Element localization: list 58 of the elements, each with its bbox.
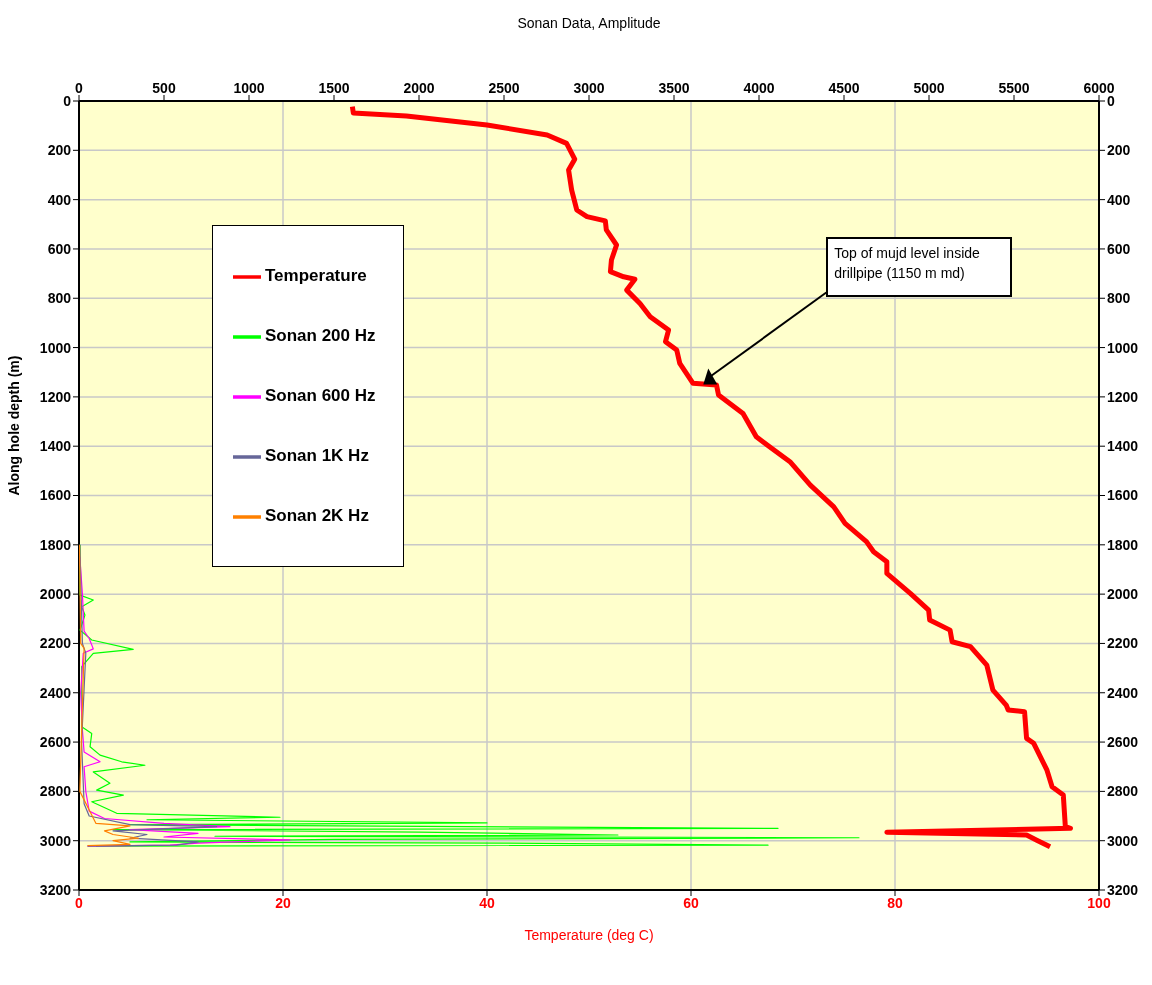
y2-tick-label: 600 <box>1107 240 1131 257</box>
y2-tick-label: 1800 <box>1107 536 1139 553</box>
y-tick-label: 2800 <box>39 783 72 800</box>
x2-tick-label: 1500 <box>318 80 350 96</box>
x2-tick-label: 3000 <box>573 80 605 96</box>
x2-tick-label: 4500 <box>828 80 860 96</box>
x2-tick-label: 5000 <box>913 80 945 96</box>
y2-tick-label: 1400 <box>1107 438 1139 455</box>
legend-label: Sonan 600 Hz <box>265 386 376 405</box>
y-tick-label: 1400 <box>39 438 72 455</box>
y-tick-label: 2000 <box>39 586 72 603</box>
y-tick-label: 1800 <box>39 536 72 553</box>
y2-tick-label: 200 <box>1107 142 1131 159</box>
x2-tick-label: 5500 <box>998 80 1030 96</box>
y2-tick-label: 2200 <box>1107 635 1139 652</box>
y-tick-label: 3000 <box>39 832 72 849</box>
y-tick-label: 600 <box>47 240 72 257</box>
y-tick-label: 1000 <box>39 339 72 356</box>
x-tick-label: 20 <box>275 894 291 911</box>
y2-tick-label: 2400 <box>1107 684 1139 701</box>
x2-tick-label: 500 <box>152 80 176 96</box>
x2-tick-label: 3500 <box>658 80 690 96</box>
legend-label: Sonan 1K Hz <box>265 446 369 465</box>
y2-tick-label: 1600 <box>1107 487 1139 504</box>
x-tick-label: 40 <box>479 894 495 911</box>
x2-tick-label: 2000 <box>403 80 435 96</box>
legend-label: Sonan 200 Hz <box>265 326 376 345</box>
x-axis-title: Temperature (deg C) <box>524 927 654 943</box>
y2-tick-label: 1200 <box>1107 388 1139 405</box>
y-tick-label: 3200 <box>39 881 72 898</box>
y-tick-label: 800 <box>47 290 72 307</box>
y2-tick-label: 400 <box>1107 191 1131 208</box>
x-tick-label: 60 <box>683 894 699 911</box>
y-tick-label: 2200 <box>39 635 72 652</box>
y-tick-label: 2400 <box>39 684 72 701</box>
x-tick-label: 80 <box>887 894 903 911</box>
y2-tick-label: 1000 <box>1107 339 1139 356</box>
y2-tick-label: 800 <box>1107 290 1131 307</box>
y2-tick-label: 3000 <box>1107 832 1139 849</box>
y-tick-label: 2600 <box>39 734 72 751</box>
x2-axis-title: Sonan Data, Amplitude <box>517 14 661 31</box>
annotation: Top of mujd level inside drillpipe (1150 m md) <box>826 236 1013 297</box>
y-axis-title: Along hole depth (m) <box>5 355 22 496</box>
y-tick-label: 400 <box>47 191 72 208</box>
y-tick-label: 200 <box>47 142 72 159</box>
y2-tick-label: 2600 <box>1107 734 1139 751</box>
legend-label: Sonan 2K Hz <box>265 506 369 525</box>
y-tick-label: 1200 <box>39 388 72 405</box>
y-tick-label: 0 <box>63 92 72 109</box>
x2-tick-label: 4000 <box>743 80 775 96</box>
y-tick-label: 1600 <box>39 487 72 504</box>
legend-label: Temperature <box>265 266 367 285</box>
x2-tick-label: 1000 <box>233 80 265 96</box>
y2-tick-label: 2800 <box>1107 783 1139 800</box>
y2-tick-label: 2000 <box>1107 586 1139 603</box>
x2-tick-label: 0 <box>75 80 84 96</box>
x2-tick-label: 2500 <box>488 80 520 96</box>
x-tick-label: 0 <box>75 894 84 911</box>
